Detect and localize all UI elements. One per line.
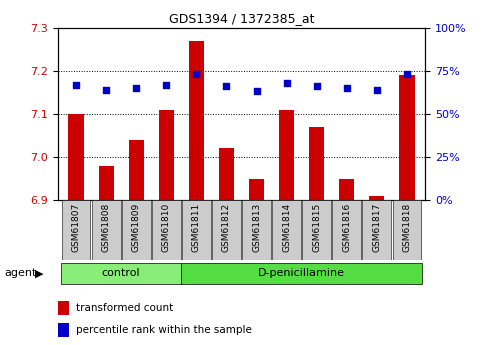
Title: GDS1394 / 1372385_at: GDS1394 / 1372385_at [169, 12, 314, 25]
Bar [249, 178, 264, 200]
Point [162, 82, 170, 87]
Bar [69, 114, 84, 200]
FancyBboxPatch shape [272, 200, 301, 260]
FancyBboxPatch shape [332, 200, 361, 260]
Point [72, 82, 80, 87]
Text: GSM61817: GSM61817 [372, 203, 382, 253]
Bar [219, 148, 234, 200]
Text: GSM61810: GSM61810 [162, 203, 171, 253]
Text: GSM61814: GSM61814 [282, 203, 291, 252]
Text: GSM61812: GSM61812 [222, 203, 231, 252]
FancyBboxPatch shape [92, 200, 121, 260]
Bar [58, 301, 69, 315]
Bar [399, 75, 414, 200]
FancyBboxPatch shape [152, 200, 181, 260]
Bar [99, 166, 114, 200]
Point [102, 87, 110, 92]
Point [193, 71, 200, 77]
Text: ▶: ▶ [35, 268, 43, 278]
Point [283, 80, 290, 86]
Bar [159, 109, 174, 200]
FancyBboxPatch shape [61, 263, 181, 284]
Bar [309, 127, 324, 200]
Point [403, 71, 411, 77]
Text: percentile rank within the sample: percentile rank within the sample [76, 325, 252, 335]
Text: control: control [102, 268, 141, 278]
Point [223, 83, 230, 89]
FancyBboxPatch shape [362, 200, 391, 260]
Text: D-penicillamine: D-penicillamine [258, 268, 345, 278]
FancyBboxPatch shape [242, 200, 271, 260]
FancyBboxPatch shape [212, 200, 241, 260]
FancyBboxPatch shape [181, 263, 422, 284]
Point [253, 89, 260, 94]
FancyBboxPatch shape [302, 200, 331, 260]
Text: GSM61816: GSM61816 [342, 203, 351, 253]
Text: GSM61811: GSM61811 [192, 203, 201, 253]
Point [132, 85, 140, 91]
Bar [189, 40, 204, 200]
Bar [128, 140, 144, 200]
Text: agent: agent [5, 268, 37, 278]
Text: GSM61815: GSM61815 [312, 203, 321, 253]
Text: GSM61818: GSM61818 [402, 203, 412, 253]
FancyBboxPatch shape [182, 200, 211, 260]
Text: GSM61808: GSM61808 [101, 203, 111, 253]
Point [343, 85, 351, 91]
Bar [58, 323, 69, 337]
Bar [279, 109, 294, 200]
FancyBboxPatch shape [122, 200, 151, 260]
FancyBboxPatch shape [61, 200, 90, 260]
Bar [339, 178, 355, 200]
Point [373, 87, 381, 92]
Text: GSM61807: GSM61807 [71, 203, 81, 253]
Point [313, 83, 321, 89]
Text: transformed count: transformed count [76, 303, 173, 313]
FancyBboxPatch shape [393, 200, 422, 260]
Text: GSM61813: GSM61813 [252, 203, 261, 253]
Bar [369, 196, 384, 200]
Text: GSM61809: GSM61809 [132, 203, 141, 253]
